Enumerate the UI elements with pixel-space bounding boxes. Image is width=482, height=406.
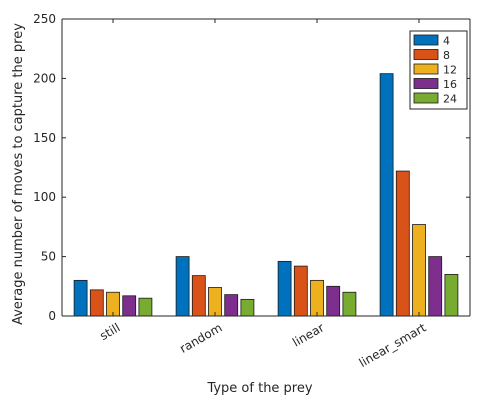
bar-still-series-24 <box>138 297 153 317</box>
bar-linear_smart-series-24 <box>444 274 459 317</box>
legend-label: 8 <box>443 49 450 62</box>
y-tick-label: 150 <box>33 131 56 145</box>
bar-linear-series-16 <box>326 285 341 317</box>
bar-linear_smart-series-8 <box>395 170 410 317</box>
bars-layer <box>73 73 459 317</box>
y-tick-label: 100 <box>33 190 56 204</box>
bar-linear_smart-series-4 <box>379 73 394 317</box>
x-tick-label: linear_smart <box>357 320 429 370</box>
bar-random-series-24 <box>240 298 255 317</box>
bar-still-series-4 <box>73 279 88 317</box>
bar-still-series-8 <box>89 289 104 317</box>
bar-linear_smart-series-16 <box>428 256 443 317</box>
x-tick-label: random <box>177 320 224 355</box>
legend-swatch-4 <box>413 34 439 46</box>
x-tick-label: linear <box>290 320 326 349</box>
bar-linear-series-24 <box>342 291 357 317</box>
y-tick-label: 250 <box>33 12 56 26</box>
x-tick-label: still <box>97 320 122 343</box>
legend-label: 12 <box>443 64 457 77</box>
bar-still-series-16 <box>122 295 137 317</box>
legend-label: 24 <box>443 93 457 106</box>
bar-random-series-16 <box>224 294 239 317</box>
bar-linear-series-12 <box>310 279 324 317</box>
bar-random-series-8 <box>191 275 206 317</box>
x-axis-title: Type of the prey <box>206 381 312 396</box>
axes-layer <box>61 18 471 317</box>
bar-random-series-12 <box>208 287 222 317</box>
legend-swatch-8 <box>413 49 439 60</box>
bar-linear-series-8 <box>293 265 308 317</box>
y-axis-title: Average number of moves to capture the p… <box>11 23 26 325</box>
y-tick-label: 0 <box>48 309 56 323</box>
legend-swatch-16 <box>413 78 439 89</box>
bar-linear-series-4 <box>277 260 292 317</box>
y-tick-label: 200 <box>33 71 56 85</box>
bar-linear_smart-series-12 <box>412 224 426 317</box>
legend-label: 4 <box>443 35 450 48</box>
legend-label: 16 <box>443 78 457 91</box>
legend-swatch-24 <box>413 92 439 104</box>
legend-swatch-12 <box>413 63 439 75</box>
bar-random-series-4 <box>175 256 190 317</box>
y-ticks: 0 50 100 150 200 250 <box>33 12 470 323</box>
y-tick-label: 50 <box>41 250 56 264</box>
